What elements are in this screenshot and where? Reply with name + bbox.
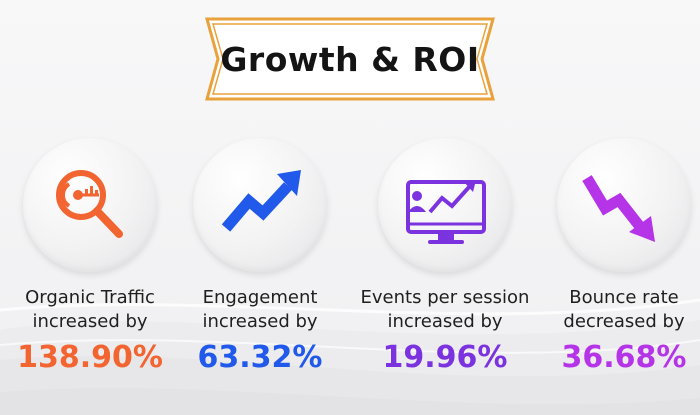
icon-circle bbox=[193, 138, 327, 272]
metric-bounce-rate: Bounce rate decreased by 36.68% bbox=[534, 130, 700, 380]
metric-label-line1: Organic Traffic bbox=[25, 287, 155, 308]
icon-circle bbox=[378, 138, 512, 272]
trend-up-arrow-icon bbox=[221, 170, 301, 232]
metric-label-line1: Events per session bbox=[360, 287, 530, 308]
page-title: Growth & ROI bbox=[220, 40, 480, 79]
metric-label-line1: Bounce rate bbox=[569, 287, 679, 308]
metric-value: 19.96% bbox=[382, 340, 508, 375]
metric-engagement: Engagement increased by 63.32% bbox=[170, 130, 350, 380]
metric-value: 36.68% bbox=[561, 340, 687, 375]
metric-label-line2: increased by bbox=[387, 311, 503, 332]
metric-value: 138.90% bbox=[17, 340, 163, 375]
icon-circle bbox=[23, 138, 157, 272]
metric-label-line2: increased by bbox=[202, 311, 318, 332]
metric-organic-traffic: Organic Traffic increased by 138.90% bbox=[0, 130, 180, 380]
title-frame: Growth & ROI bbox=[204, 16, 496, 102]
monitor-chart-icon bbox=[406, 180, 486, 244]
icon-circle bbox=[557, 138, 691, 272]
magnifier-icon bbox=[56, 170, 123, 238]
metric-events-per-session: Events per session increased by 19.96% bbox=[355, 130, 535, 380]
title-frame-border bbox=[205, 17, 495, 101]
trend-down-arrow-icon bbox=[582, 175, 655, 242]
metric-label-line2: decreased by bbox=[563, 311, 685, 332]
metric-label-line1: Engagement bbox=[202, 287, 318, 308]
metric-value: 63.32% bbox=[197, 340, 323, 375]
metric-label-line2: increased by bbox=[32, 311, 148, 332]
